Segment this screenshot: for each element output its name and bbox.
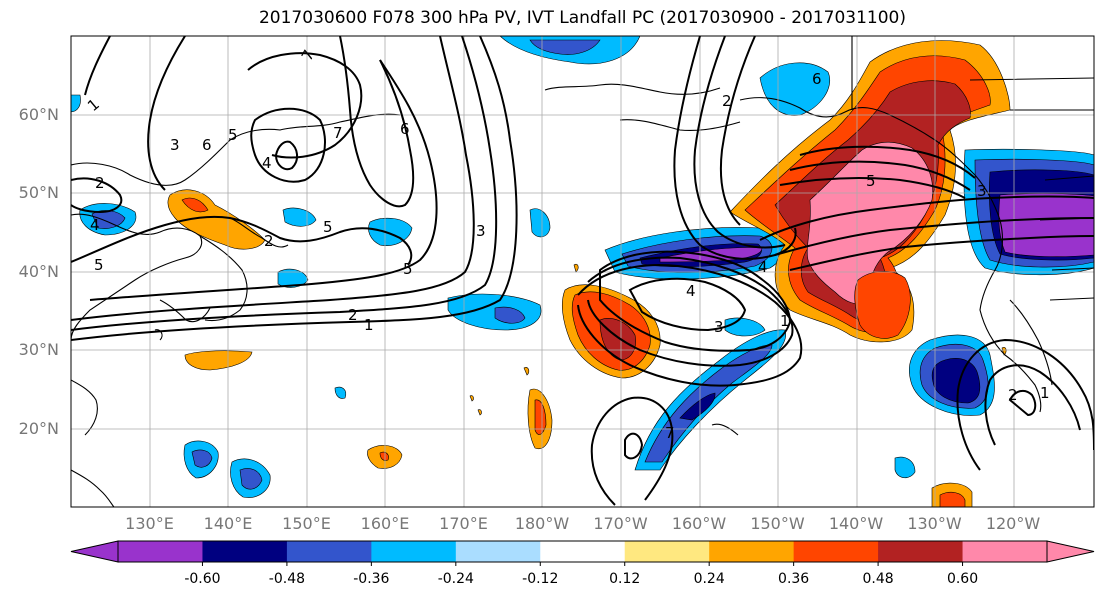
contour-labels: 1 7 2 4 5 3 6 4 5 7 6 5 5 2 3 2 1 4 3 1 … <box>84 47 1050 442</box>
contour-label: 2 <box>348 306 358 324</box>
colorbar-segment <box>540 541 626 562</box>
colorbar-segment <box>371 541 457 562</box>
colorbar-tick-label: 0.24 <box>693 571 725 587</box>
contour-label: 4 <box>686 282 696 300</box>
colorbar-segment <box>455 541 541 562</box>
contour-label: 3 <box>476 222 486 240</box>
colorbar-segment <box>878 541 964 562</box>
contour-label: 5 <box>323 218 333 236</box>
longitude-label: 150°W <box>750 514 805 533</box>
latitude-label: 50°N <box>18 183 59 202</box>
colorbar-segment <box>709 541 795 562</box>
longitude-label: 170°E <box>439 514 488 533</box>
colorbar-segment <box>202 541 288 562</box>
contour-label: 5 <box>228 126 238 144</box>
colorbar-tick-label: 0.60 <box>946 571 979 587</box>
colorbar-extend-high <box>1046 540 1095 563</box>
latitude-label: 30°N <box>18 340 59 359</box>
longitude-label: 120°W <box>985 514 1041 533</box>
contour-label: 7 <box>333 124 343 142</box>
figure-title: 2017030600 F078 300 hPa PV, IVT Landfall… <box>258 8 906 28</box>
colorbar-tick-label: 0.48 <box>862 571 894 587</box>
longitude-label: 160°W <box>671 514 727 533</box>
longitude-label: 170°W <box>593 514 648 533</box>
longitude-label: 150°E <box>282 514 331 533</box>
latitude-label: 20°N <box>18 418 59 438</box>
longitude-label: 140°E <box>203 514 253 533</box>
colorbar-segment <box>624 541 710 562</box>
contour-label: 6 <box>400 120 410 138</box>
colorbar-tick-label: 0.36 <box>778 571 810 587</box>
contour-label: 5 <box>866 172 876 190</box>
contour-label: 4 <box>262 154 272 172</box>
colorbar-segment <box>118 541 203 562</box>
colorbar-tick-label: -0.36 <box>353 571 390 587</box>
longitude-label: 140°W <box>828 514 884 533</box>
colorbar <box>70 540 1095 566</box>
colorbar-tick-label: -0.24 <box>437 571 474 587</box>
colorbar-extend-low <box>70 540 119 563</box>
map-frame <box>70 35 1095 508</box>
colorbar-segment <box>793 541 879 562</box>
contour-label: 6 <box>812 70 822 88</box>
colorbar-frame <box>117 540 1048 563</box>
contour-label: 1 <box>1040 384 1050 402</box>
map-plot-area: 1 7 2 4 5 3 6 4 5 7 6 5 5 2 3 2 1 4 3 1 … <box>71 36 1094 507</box>
longitude-label: 180°W <box>514 514 570 533</box>
contour-label: 5 <box>403 260 413 278</box>
colorbar-segment <box>286 541 372 562</box>
colorbar-tick-label: -0.48 <box>268 571 306 587</box>
shading-layer <box>71 36 1094 507</box>
longitude-label: 130°E <box>125 514 174 533</box>
colorbar-tick-label: -0.60 <box>184 571 221 587</box>
contour-label: 2 <box>264 232 274 250</box>
contour-label: 6 <box>202 136 212 154</box>
longitude-label: 160°E <box>360 514 410 533</box>
contour-label: 4 <box>758 258 768 276</box>
pv-contours <box>71 36 1094 506</box>
colorbar-segment <box>962 541 1048 562</box>
contour-label: 1 <box>364 316 374 334</box>
contour-label: 2 <box>1008 386 1018 404</box>
contour-label: 7 <box>665 424 675 442</box>
contour-label: 2 <box>722 92 732 110</box>
contour-label: 4 <box>90 216 100 234</box>
contour-label: 2 <box>95 174 105 192</box>
contour-label: 5 <box>94 256 104 274</box>
coastlines <box>71 36 1094 507</box>
latitude-label: 60°N <box>18 104 59 124</box>
contour-label: 3 <box>977 182 987 200</box>
contour-label: 3 <box>714 318 724 336</box>
colorbar-tick-label: -0.12 <box>522 571 559 587</box>
colorbar-tick-label: 0.12 <box>609 571 641 587</box>
contour-label: 3 <box>170 136 180 154</box>
latitude-label: 40°N <box>18 261 59 281</box>
gridlines <box>71 36 1094 507</box>
contour-label: 1 <box>780 312 790 330</box>
longitude-label: 130°W <box>907 514 962 533</box>
